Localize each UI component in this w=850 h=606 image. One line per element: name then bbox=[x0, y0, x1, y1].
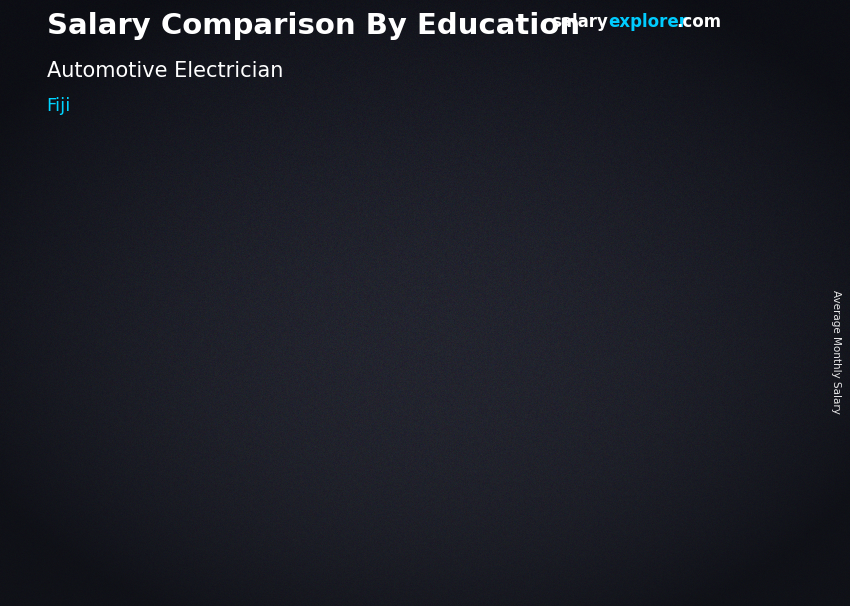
Polygon shape bbox=[729, 36, 765, 79]
Text: +68%: +68% bbox=[473, 210, 564, 239]
Polygon shape bbox=[448, 366, 454, 527]
Polygon shape bbox=[135, 428, 144, 527]
Polygon shape bbox=[135, 425, 227, 428]
Text: explorer: explorer bbox=[609, 13, 688, 32]
Text: 1,210 FJD: 1,210 FJD bbox=[45, 407, 124, 422]
Text: Average Monthly Salary: Average Monthly Salary bbox=[830, 290, 841, 413]
Polygon shape bbox=[135, 428, 222, 527]
Text: salary: salary bbox=[551, 13, 608, 32]
Text: Automotive Electrician: Automotive Electrician bbox=[47, 61, 283, 81]
Polygon shape bbox=[362, 366, 454, 371]
Polygon shape bbox=[680, 27, 769, 88]
Text: Certificate or
Diploma: Certificate or Diploma bbox=[357, 555, 453, 591]
Polygon shape bbox=[589, 258, 681, 265]
Polygon shape bbox=[362, 371, 448, 527]
Text: Salary Comparison By Education: Salary Comparison By Education bbox=[47, 12, 580, 40]
Text: +57%: +57% bbox=[246, 327, 337, 355]
Polygon shape bbox=[222, 425, 227, 527]
Polygon shape bbox=[589, 265, 675, 527]
Polygon shape bbox=[589, 265, 598, 527]
Text: High School: High School bbox=[135, 555, 222, 570]
Polygon shape bbox=[680, 27, 724, 58]
Text: Fiji: Fiji bbox=[47, 97, 71, 115]
Text: Bachelor's
Degree: Bachelor's Degree bbox=[594, 555, 670, 591]
Text: 1,900 FJD: 1,900 FJD bbox=[271, 352, 351, 367]
Polygon shape bbox=[362, 371, 371, 527]
Text: 3,180 FJD: 3,180 FJD bbox=[498, 247, 577, 262]
Text: .com: .com bbox=[677, 13, 722, 32]
Polygon shape bbox=[675, 258, 681, 527]
